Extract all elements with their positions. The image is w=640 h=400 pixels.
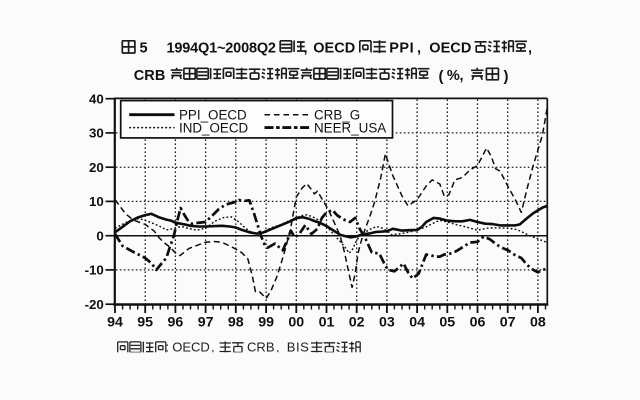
svg-text:PPI_OECD: PPI_OECD (179, 107, 247, 122)
svg-text:30: 30 (89, 126, 104, 141)
svg-text:,: , (460, 68, 464, 84)
svg-text:00: 00 (288, 315, 304, 331)
svg-text:OECD: OECD (313, 41, 355, 57)
svg-text:03: 03 (379, 315, 395, 331)
svg-text:04: 04 (409, 315, 425, 331)
svg-text:,: , (528, 41, 532, 57)
svg-text:-20: -20 (85, 297, 104, 312)
svg-text:BIS: BIS (287, 340, 309, 355)
svg-text:1994Q1~2008Q2: 1994Q1~2008Q2 (167, 41, 277, 57)
svg-text:OECD: OECD (429, 41, 471, 57)
svg-text:07: 07 (500, 315, 516, 331)
svg-text:IND_OECD: IND_OECD (179, 120, 249, 135)
svg-text:08: 08 (530, 315, 546, 331)
svg-text:CRB: CRB (134, 68, 166, 84)
svg-text:95: 95 (137, 315, 153, 331)
svg-text:OECD: OECD (172, 340, 210, 355)
svg-text:01: 01 (319, 315, 335, 331)
svg-text:,: , (417, 41, 421, 57)
svg-text:,: , (304, 41, 308, 57)
svg-text::: : (166, 340, 170, 355)
svg-text:5: 5 (140, 41, 148, 57)
svg-text:0: 0 (96, 228, 103, 243)
svg-text:10: 10 (89, 194, 104, 209)
svg-text:02: 02 (349, 315, 365, 331)
svg-text:CRB: CRB (247, 340, 275, 355)
svg-text:%: % (447, 68, 460, 84)
svg-text:97: 97 (198, 315, 214, 331)
svg-text:96: 96 (168, 315, 184, 331)
svg-text:PPI: PPI (389, 41, 414, 57)
svg-text:40: 40 (89, 91, 104, 106)
svg-text:98: 98 (228, 315, 244, 331)
svg-text:(: ( (439, 68, 444, 85)
svg-text:05: 05 (439, 315, 455, 331)
svg-text:99: 99 (258, 315, 274, 331)
svg-text:NEER_USA: NEER_USA (314, 120, 386, 135)
svg-text:06: 06 (470, 315, 486, 331)
svg-text:CRB_G: CRB_G (314, 107, 360, 122)
svg-text:,: , (276, 340, 280, 355)
svg-text:94: 94 (107, 315, 123, 331)
svg-text:-10: -10 (85, 263, 104, 278)
svg-text:20: 20 (89, 160, 104, 175)
svg-text:,: , (211, 340, 215, 355)
svg-text:): ) (504, 68, 509, 85)
